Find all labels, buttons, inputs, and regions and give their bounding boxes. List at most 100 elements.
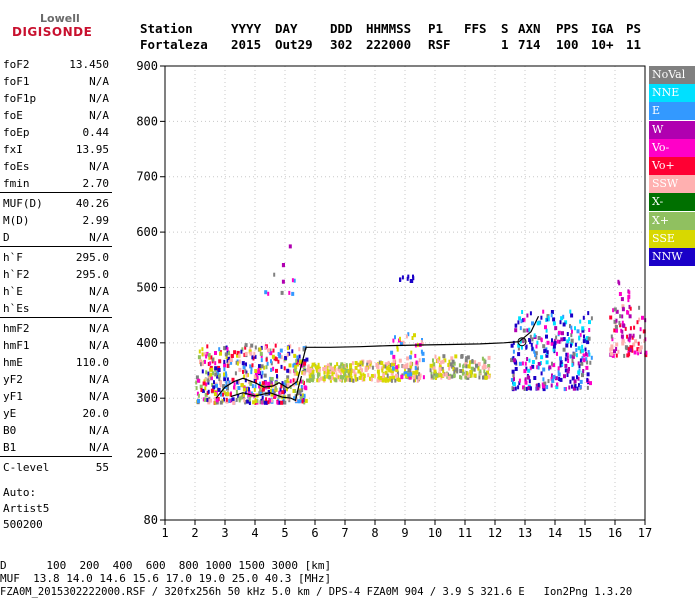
echo-point (301, 370, 305, 375)
echo-point (418, 375, 422, 380)
param-row-fof1: foF1 N/A (3, 75, 109, 91)
echo-point (241, 383, 244, 388)
echo-point (415, 375, 418, 380)
echo-point (354, 361, 358, 365)
lowell-digisonde-logo: Lowell DIGISONDE (6, 8, 92, 44)
echo-point (589, 360, 592, 365)
echo-point (205, 354, 208, 359)
echo-point (409, 279, 412, 283)
echo-point (396, 377, 400, 382)
echo-point (627, 298, 630, 303)
echo-point (374, 373, 376, 378)
x-tick-label: 14 (548, 526, 562, 540)
echo-point (359, 360, 363, 365)
echo-point (533, 349, 536, 354)
echo-point (483, 358, 486, 363)
param-value: 13.450 (69, 58, 109, 71)
echo-point (621, 329, 624, 334)
echo-point (370, 377, 373, 382)
x-tick-label: 7 (341, 526, 348, 540)
echo-point (261, 387, 265, 392)
echo-point (543, 381, 547, 386)
echo-point (617, 279, 620, 284)
echo-point (618, 292, 622, 296)
param-value: N/A (89, 231, 109, 244)
echo-point (585, 365, 589, 370)
echo-point (207, 362, 210, 366)
echo-point (577, 361, 580, 366)
echo-point (581, 326, 585, 331)
echo-point (251, 384, 254, 389)
echo-point (571, 363, 574, 367)
echo-point (638, 305, 641, 310)
echo-point (270, 392, 274, 397)
echo-point (514, 328, 518, 333)
echo-point (257, 367, 260, 372)
echo-point (471, 359, 474, 363)
echo-point (376, 369, 380, 374)
echo-point (414, 374, 418, 379)
echo-point (420, 349, 423, 354)
echo-point (228, 398, 231, 403)
param-value: 40.26 (75, 197, 109, 210)
legend-item-vo: Vo+ (649, 157, 695, 175)
echo-point (242, 387, 246, 392)
echo-point (298, 354, 301, 359)
echo-point (349, 375, 353, 380)
y-tick-label: 900 (136, 59, 158, 73)
hdr-label-hhmmss: HHMMSS (366, 21, 412, 36)
echo-point (390, 368, 393, 373)
param-value: N/A (89, 339, 109, 352)
echo-point (357, 369, 361, 374)
echo-point (531, 346, 534, 351)
echo-point (238, 398, 241, 403)
echo-point (524, 378, 527, 383)
echo-point (195, 380, 198, 385)
echo-point (362, 372, 365, 377)
echo-point (218, 347, 221, 352)
echo-point (552, 317, 556, 322)
param-key: B1 (3, 441, 17, 454)
echo-point (254, 384, 257, 389)
echo-point (484, 375, 488, 380)
echo-point (629, 306, 632, 311)
echo-point (322, 376, 325, 381)
echo-point (611, 351, 614, 356)
echo-point (201, 369, 204, 374)
echo-point (560, 316, 564, 321)
param-key: hmE (3, 356, 23, 369)
echo-point (260, 345, 263, 350)
echo-point (510, 378, 514, 382)
echo-point (303, 359, 307, 363)
echo-point (259, 381, 261, 386)
echo-point (263, 365, 266, 370)
echo-point (200, 362, 202, 367)
echo-point (559, 360, 563, 364)
echo-point (363, 373, 366, 378)
echo-point (537, 336, 541, 340)
echo-point (551, 373, 553, 378)
echo-point (279, 390, 282, 395)
echo-point (566, 369, 570, 374)
echo-point (311, 370, 314, 375)
echo-point (464, 359, 468, 364)
echo-point (642, 329, 646, 334)
echo-point (579, 358, 582, 363)
echo-point (551, 361, 553, 366)
echo-point (446, 374, 449, 379)
echo-point (412, 276, 415, 281)
hdr-label-ddd: DDD (330, 21, 353, 36)
echo-point (210, 388, 214, 393)
echo-point (272, 348, 275, 353)
echo-point (378, 375, 381, 380)
hdr-value-day: Out29 (275, 37, 313, 52)
echo-point (234, 371, 237, 376)
echo-point (440, 366, 444, 371)
echo-point (548, 365, 552, 370)
echo-point (289, 379, 292, 384)
echo-point (404, 371, 408, 376)
echo-point (306, 368, 309, 373)
echo-point (244, 378, 247, 383)
echo-point (231, 377, 235, 382)
echo-point (621, 314, 624, 319)
